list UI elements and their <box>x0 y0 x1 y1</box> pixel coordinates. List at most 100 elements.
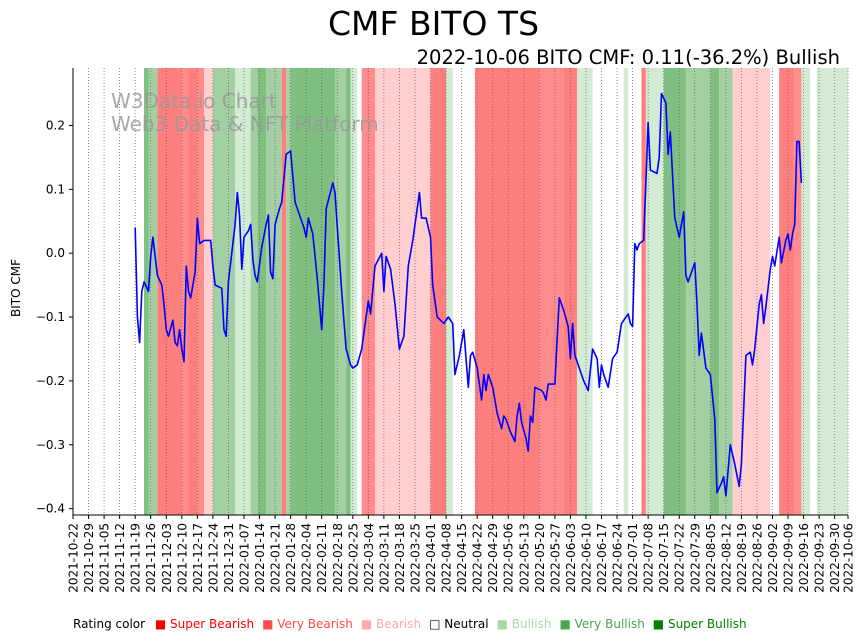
x-tick-label: 2022-08-12 <box>719 523 733 593</box>
x-tick-label: 2022-08-26 <box>751 523 765 593</box>
rating-band-super-bullish <box>257 68 267 515</box>
watermark-line-1: W3Data.io Chart <box>111 89 277 113</box>
x-tick-label: 2022-01-07 <box>238 523 252 593</box>
legend-item: ■ Super Bearish <box>154 617 255 631</box>
rating-band-super-bearish <box>188 68 198 515</box>
x-tick-label: 2022-03-18 <box>393 523 407 593</box>
x-tick-label: 2022-08-05 <box>704 523 718 593</box>
x-tick-label: 2022-03-25 <box>409 523 423 593</box>
legend-item: ■ Bullish <box>496 617 552 631</box>
y-axis-ticks: 0.2 0.1 0.0 −0.1 −0.2 −0.3 −0.4 <box>36 118 73 516</box>
axes <box>72 68 848 516</box>
legend-item: ■ Bearish <box>360 617 422 631</box>
x-tick-label: 2022-06-10 <box>580 523 594 593</box>
x-tick-label: 2021-12-17 <box>191 523 205 593</box>
rating-band-bearish <box>732 68 771 515</box>
x-tick-label: 2021-10-29 <box>82 523 96 593</box>
rating-band-very-bullish <box>148 68 158 515</box>
rating-band-bullish <box>645 68 664 515</box>
x-tick-label: 2022-02-25 <box>346 523 360 593</box>
x-tick-label: 2022-09-23 <box>813 523 827 593</box>
x-tick-label: 2022-06-03 <box>564 523 578 593</box>
rating-band-super-bullish <box>663 68 686 515</box>
x-tick-label: 2022-06-17 <box>595 523 609 593</box>
x-tick-label: 2022-07-08 <box>642 523 656 593</box>
legend-item: ■ Very Bearish <box>262 617 353 631</box>
rating-bands <box>144 68 848 515</box>
rating-band-super-bearish <box>430 68 447 515</box>
rating-band-very-bullish <box>286 68 291 515</box>
cmf-line <box>134 92 803 497</box>
x-tick-label: 2022-07-01 <box>626 523 640 593</box>
rating-band-super-bearish <box>157 68 182 515</box>
legend-item: □ Neutral <box>429 617 489 631</box>
legend-label: Rating color <box>73 617 146 631</box>
x-tick-label: 2022-04-29 <box>486 523 500 593</box>
y-tick-label: −0.3 <box>36 438 65 452</box>
x-tick-label: 2021-11-12 <box>113 523 127 593</box>
x-tick-label: 2022-01-14 <box>253 523 267 593</box>
rating-band-very-bullish <box>335 68 347 515</box>
rating-band-super-bearish <box>563 68 578 515</box>
y-tick-label: −0.2 <box>36 374 65 388</box>
rating-band-bullish <box>623 68 629 515</box>
y-tick-label: 0.2 <box>46 118 65 132</box>
watermark-line-2: Web3 Data & NFT Platform <box>111 112 379 136</box>
y-tick-label: −0.1 <box>36 310 65 324</box>
x-tick-label: 2021-11-19 <box>129 523 143 593</box>
x-tick-label: 2022-03-04 <box>362 523 376 593</box>
x-tick-label: 2022-05-20 <box>533 523 547 593</box>
rating-band-very-bearish <box>197 68 205 515</box>
x-tick-label: 2021-12-24 <box>206 523 220 593</box>
rating-band-bearish <box>406 68 422 515</box>
x-tick-label: 2022-09-02 <box>766 523 780 593</box>
x-tick-label: 2022-09-16 <box>797 523 811 593</box>
y-tick-label: 0.1 <box>46 182 65 196</box>
rating-band-bullish <box>577 68 593 515</box>
vertical-gridlines <box>72 68 849 515</box>
rating-band-bearish <box>204 68 213 515</box>
rating-band-super-bullish <box>144 68 149 515</box>
x-tick-label: 2022-02-04 <box>300 523 314 593</box>
x-tick-label: 2022-07-29 <box>688 523 702 593</box>
rating-band-super-bearish <box>281 68 287 515</box>
rating-band-bearish <box>375 68 407 515</box>
x-tick-label: 2021-11-05 <box>98 523 112 593</box>
rating-band-super-bullish <box>290 68 336 515</box>
rating-band-bearish <box>421 68 431 515</box>
x-tick-label: 2022-08-19 <box>735 523 749 593</box>
x-tick-label: 2022-03-11 <box>377 523 391 593</box>
rating-legend: Rating color ■ Super Bearish ■ Very Beari… <box>73 617 755 631</box>
rating-band-super-bearish <box>779 68 795 515</box>
x-tick-label: 2022-06-24 <box>611 523 625 593</box>
x-tick-label: 2022-05-06 <box>502 523 516 593</box>
x-tick-label: 2021-12-31 <box>222 523 236 593</box>
x-tick-label: 2022-05-13 <box>517 523 531 593</box>
x-tick-label: 2022-05-27 <box>548 523 562 593</box>
y-tick-label: −0.4 <box>36 502 65 516</box>
rating-band-very-bullish <box>685 68 711 515</box>
chart-title: CMF BITO TS <box>327 4 540 43</box>
x-tick-label: 2022-04-08 <box>440 523 454 593</box>
x-tick-label: 2022-02-11 <box>315 523 329 593</box>
x-tick-label: 2021-12-03 <box>160 523 174 593</box>
rating-band-bullish <box>350 68 358 515</box>
rating-band-very-bearish <box>794 68 802 515</box>
rating-band-very-bullish <box>212 68 236 515</box>
x-axis-ticks: 2021-10-22 2021-10-29 2021-11-05 2021-11-12… <box>67 515 856 593</box>
rating-band-bullish <box>801 68 811 515</box>
x-tick-label: 2022-04-01 <box>424 523 438 593</box>
rating-band-bullish <box>834 68 848 515</box>
rating-band-bullish <box>816 68 835 515</box>
x-tick-label: 2022-07-15 <box>657 523 671 593</box>
rating-band-bullish <box>235 68 251 515</box>
rating-band-super-bearish <box>641 68 646 515</box>
x-tick-label: 2022-04-15 <box>455 523 469 593</box>
rating-band-super-bearish <box>474 68 540 515</box>
rating-band-very-bullish <box>719 68 733 515</box>
rating-band-very-bearish <box>539 68 564 515</box>
x-tick-label: 2022-09-30 <box>828 523 842 593</box>
x-tick-label: 2022-02-18 <box>331 523 345 593</box>
x-tick-label: 2021-12-10 <box>175 523 189 593</box>
